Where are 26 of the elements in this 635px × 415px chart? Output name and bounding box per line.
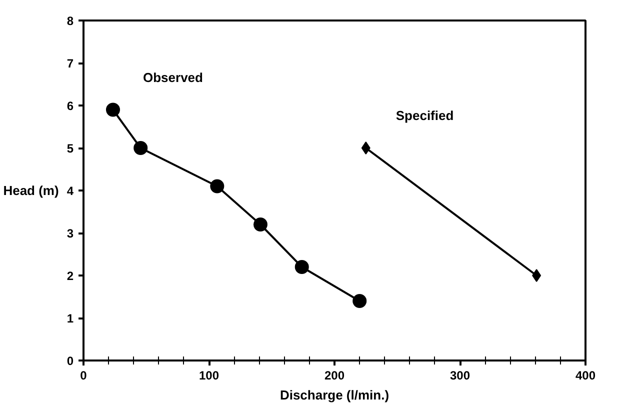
y-tick-label: 3 xyxy=(66,226,74,240)
point xyxy=(253,218,268,232)
y-tick-label: 7 xyxy=(66,56,74,70)
point xyxy=(352,294,367,308)
x-tick-label: 400 xyxy=(575,368,596,382)
point xyxy=(106,102,120,117)
text: Observed xyxy=(142,70,204,85)
point xyxy=(532,269,542,282)
y-tick-label: 1 xyxy=(66,312,74,326)
x-tick-label: 300 xyxy=(450,368,470,382)
x-tick-label: 0 xyxy=(80,368,88,382)
text: Specified xyxy=(396,108,454,123)
y-tick-label: 6 xyxy=(66,99,74,113)
y-tick-label: 4 xyxy=(66,184,74,198)
y-tick-label: 2 xyxy=(66,269,74,283)
x-axis-title: Discharge (l/min.) xyxy=(280,388,390,402)
point xyxy=(361,142,370,154)
point xyxy=(210,179,224,194)
point xyxy=(134,141,148,155)
x-tick-label: 100 xyxy=(198,368,220,382)
point xyxy=(294,260,309,274)
y-tick-label: 5 xyxy=(66,142,74,156)
y-tick-label: 8 xyxy=(66,14,74,28)
x-tick-label: 200 xyxy=(324,368,345,382)
y-axis-title: Head (m) xyxy=(3,183,59,198)
y-tick-label: 0 xyxy=(66,354,74,368)
